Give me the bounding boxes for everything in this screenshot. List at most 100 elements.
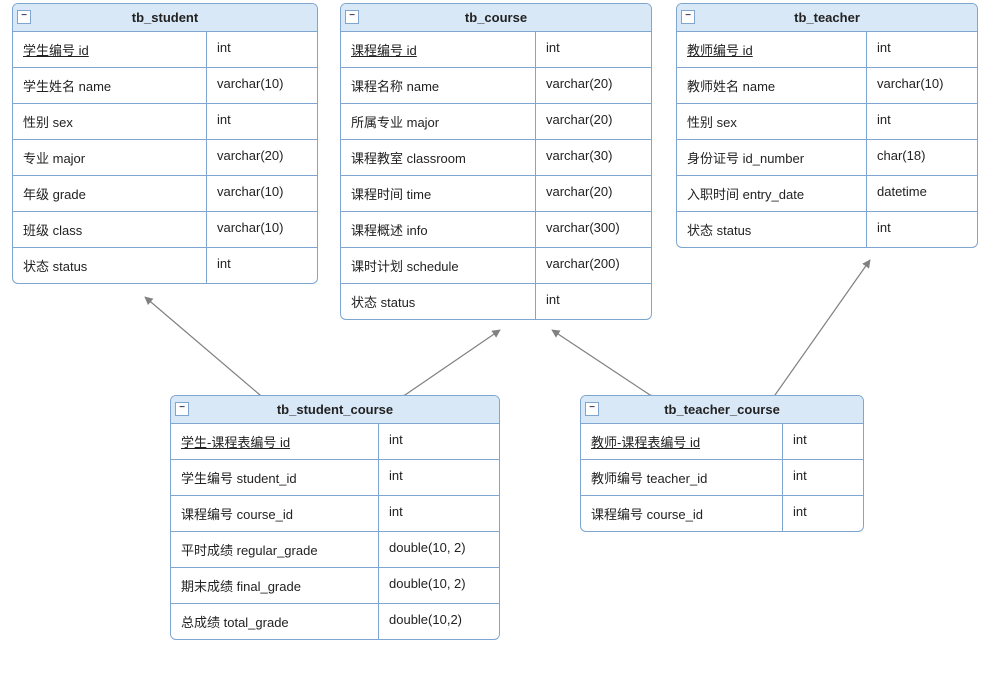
field-type: varchar(20) — [536, 176, 651, 211]
field-type: int — [536, 32, 651, 67]
field-type: double(10, 2) — [379, 532, 499, 567]
field-name: 入职时间 entry_date — [677, 176, 867, 211]
relationship-arrow — [405, 330, 500, 395]
table-row: 教师编号 teacher_idint — [581, 459, 863, 495]
entity-course: −tb_course课程编号 idint课程名称 namevarchar(20)… — [340, 3, 652, 320]
relationship-arrow — [145, 297, 260, 395]
field-type: int — [207, 104, 317, 139]
entity-body: 课程编号 idint课程名称 namevarchar(20)所属专业 major… — [341, 32, 651, 319]
relationship-arrow — [775, 260, 870, 395]
field-type: char(18) — [867, 140, 977, 175]
table-row: 教师-课程表编号 idint — [581, 424, 863, 459]
field-name: 状态 status — [677, 212, 867, 247]
table-row: 入职时间 entry_datedatetime — [677, 175, 977, 211]
entity-header-student: −tb_student — [13, 4, 317, 32]
field-name: 状态 status — [13, 248, 207, 283]
field-type: int — [379, 496, 499, 531]
entity-body: 学生编号 idint学生姓名 namevarchar(10)性别 sexint专… — [13, 32, 317, 283]
field-name: 课程编号 course_id — [581, 496, 783, 531]
entity-header-course: − tb_course — [341, 4, 651, 32]
field-type: int — [783, 460, 863, 495]
entity-header-teacher: − tb_teacher — [677, 4, 977, 32]
field-type: int — [379, 460, 499, 495]
table-row: 身份证号 id_numberchar(18) — [677, 139, 977, 175]
entity-body: 教师-课程表编号 idint教师编号 teacher_idint课程编号 cou… — [581, 424, 863, 531]
field-name: 教师姓名 name — [677, 68, 867, 103]
table-row: 性别 sexint — [677, 103, 977, 139]
field-name: 期末成绩 final_grade — [171, 568, 379, 603]
field-type: varchar(20) — [207, 140, 317, 175]
field-type: int — [783, 496, 863, 531]
table-row: 课程编号 course_idint — [581, 495, 863, 531]
collapse-icon[interactable]: − — [175, 402, 189, 416]
pk-field-name: 教师-课程表编号 id — [581, 424, 783, 459]
field-type: varchar(10) — [207, 212, 317, 247]
relationship-arrow — [552, 330, 650, 395]
table-row: 教师编号 idint — [677, 32, 977, 67]
field-type: varchar(10) — [207, 176, 317, 211]
table-row: 课程编号 idint — [341, 32, 651, 67]
table-row: 学生姓名 namevarchar(10) — [13, 67, 317, 103]
field-name: 状态 status — [341, 284, 536, 319]
table-row: 平时成绩 regular_gradedouble(10, 2) — [171, 531, 499, 567]
entity-title: tb_course — [465, 10, 527, 25]
field-type: int — [536, 284, 651, 319]
field-type: double(10, 2) — [379, 568, 499, 603]
field-type: varchar(200) — [536, 248, 651, 283]
field-type: varchar(30) — [536, 140, 651, 175]
table-row: 年级 gradevarchar(10) — [13, 175, 317, 211]
pk-field-name: 课程编号 id — [341, 32, 536, 67]
table-row: 状态 statusint — [13, 247, 317, 283]
field-type: int — [379, 424, 499, 459]
pk-field-name: 教师编号 id — [677, 32, 867, 67]
field-name: 身份证号 id_number — [677, 140, 867, 175]
field-type: varchar(10) — [207, 68, 317, 103]
collapse-icon[interactable]: − — [681, 10, 695, 24]
pk-field-name: 学生编号 id — [13, 32, 207, 67]
entity-student: −tb_student学生编号 idint学生姓名 namevarchar(10… — [12, 3, 318, 284]
field-type: varchar(10) — [867, 68, 977, 103]
entity-title: tb_teacher_course — [664, 402, 780, 417]
field-name: 课程名称 name — [341, 68, 536, 103]
field-type: int — [867, 212, 977, 247]
field-type: varchar(20) — [536, 104, 651, 139]
table-row: 学生-课程表编号 idint — [171, 424, 499, 459]
field-name: 学生姓名 name — [13, 68, 207, 103]
field-type: varchar(20) — [536, 68, 651, 103]
entity-header-teacher_course: − tb_teacher_course — [581, 396, 863, 424]
field-name: 性别 sex — [677, 104, 867, 139]
field-name: 专业 major — [13, 140, 207, 175]
field-name: 性别 sex — [13, 104, 207, 139]
field-name: 平时成绩 regular_grade — [171, 532, 379, 567]
table-row: 班级 classvarchar(10) — [13, 211, 317, 247]
collapse-icon[interactable]: − — [17, 10, 31, 24]
field-name: 总成绩 total_grade — [171, 604, 379, 639]
field-type: int — [867, 32, 977, 67]
table-row: 学生编号 idint — [13, 32, 317, 67]
collapse-icon[interactable]: − — [345, 10, 359, 24]
table-row: 状态 statusint — [341, 283, 651, 319]
collapse-icon[interactable]: − — [585, 402, 599, 416]
field-name: 课时计划 schedule — [341, 248, 536, 283]
field-type: double(10,2) — [379, 604, 499, 639]
table-row: 性别 sexint — [13, 103, 317, 139]
table-row: 课程概述 infovarchar(300) — [341, 211, 651, 247]
entity-body: 学生-课程表编号 idint学生编号 student_idint课程编号 cou… — [171, 424, 499, 639]
field-name: 课程时间 time — [341, 176, 536, 211]
field-name: 所属专业 major — [341, 104, 536, 139]
table-row: 期末成绩 final_gradedouble(10, 2) — [171, 567, 499, 603]
table-row: 课时计划 schedulevarchar(200) — [341, 247, 651, 283]
field-name: 课程概述 info — [341, 212, 536, 247]
table-row: 总成绩 total_gradedouble(10,2) — [171, 603, 499, 639]
table-row: 课程名称 namevarchar(20) — [341, 67, 651, 103]
entity-teacher_course: −tb_teacher_course教师-课程表编号 idint教师编号 tea… — [580, 395, 864, 532]
table-row: 学生编号 student_idint — [171, 459, 499, 495]
field-name: 课程编号 course_id — [171, 496, 379, 531]
field-name: 学生编号 student_id — [171, 460, 379, 495]
entity-header-student_course: −tb_student_course — [171, 396, 499, 424]
field-type: int — [783, 424, 863, 459]
entity-title: tb_teacher — [794, 10, 860, 25]
field-name: 年级 grade — [13, 176, 207, 211]
field-name: 课程教室 classroom — [341, 140, 536, 175]
field-type: datetime — [867, 176, 977, 211]
